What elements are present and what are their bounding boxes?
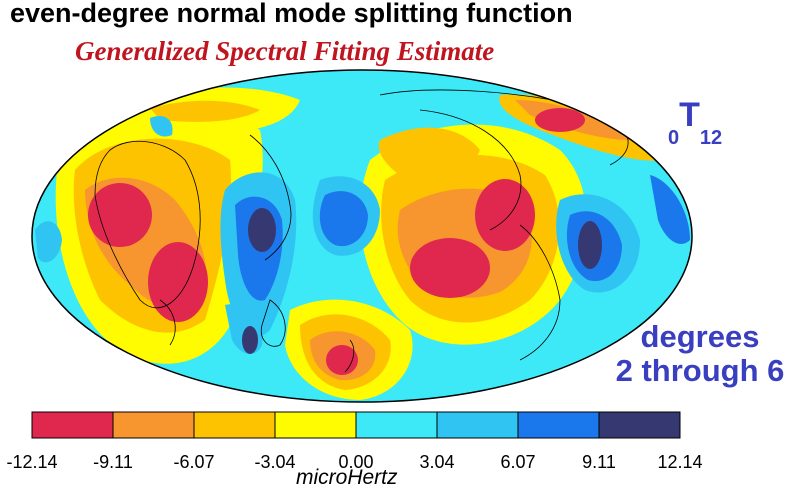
degrees-label: degrees 2 through 6: [610, 320, 790, 388]
colorbar-segment: [355, 411, 438, 439]
colorbar-segment: [31, 411, 114, 439]
colorbar-segment: [193, 411, 276, 439]
colorbar-segment: [436, 411, 519, 439]
colorbar-tick-label: -9.11: [93, 452, 133, 472]
degrees-line-1: degrees: [640, 319, 760, 354]
colorbar-tick-label: -3.04: [254, 452, 295, 472]
colorbar-tick-label: -6.07: [173, 452, 214, 472]
figure-title: even-degree normal mode splitting functi…: [10, 0, 573, 28]
colorbar-segment: [517, 411, 600, 439]
mode-degree: 12: [699, 127, 723, 149]
colorbar-segment: [274, 411, 357, 439]
colorbar-tick-label: 0.00: [338, 452, 373, 472]
mode-label: 0T12: [668, 96, 722, 149]
map-border: [31, 69, 693, 403]
mode-letter: T: [679, 96, 700, 134]
colorbar-unit-label: microHertz: [296, 466, 398, 489]
colorbar-segment: [598, 411, 681, 439]
figure-subtitle: Generalized Spectral Fitting Estimate: [75, 36, 495, 66]
splitting-function-field: [32, 70, 692, 402]
colorbar-tick-label: 6.07: [500, 452, 535, 472]
colorbar-tick-label: 12.14: [657, 452, 702, 472]
colorbar-tick-label: 3.04: [419, 452, 454, 472]
degrees-line-2: 2 through 6: [615, 353, 785, 388]
colorbar-tick-label: -12.14: [6, 452, 57, 472]
colorbar-segment: [112, 411, 195, 439]
mode-overtone: 0: [668, 127, 680, 149]
colorbar-tick-label: 9.11: [582, 452, 616, 472]
colorbar: -12.14 -9.11 -6.07 -3.04 0.00 3.04 6.07 9.11 12.…: [6, 411, 703, 472]
